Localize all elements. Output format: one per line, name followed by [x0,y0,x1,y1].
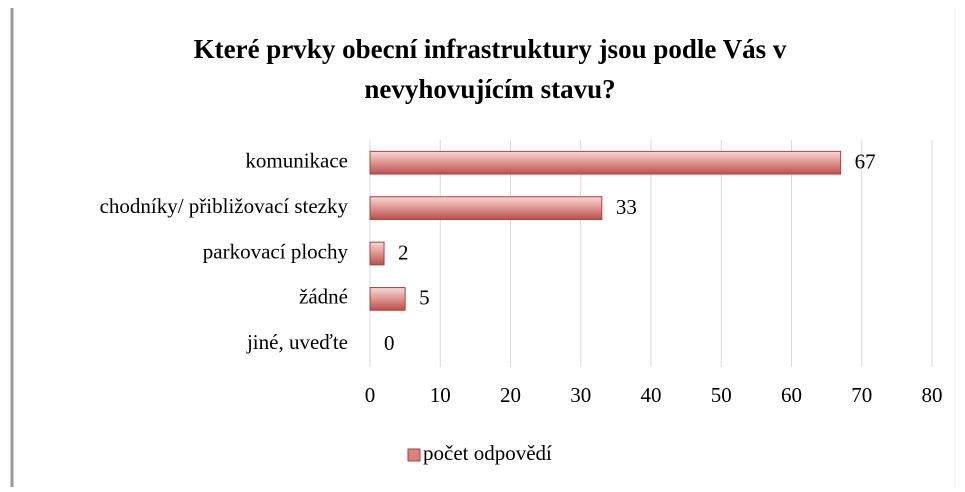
x-tick-label: 60 [781,383,802,407]
y-tick-label: parkovací plochy [203,239,349,263]
x-tick-label: 10 [430,383,451,407]
x-tick-label: 70 [851,383,872,407]
data-label: 67 [855,150,876,174]
y-tick-label: chodníky/ přibližovací stezky [100,194,349,218]
x-tick-label: 30 [570,383,591,407]
data-label: 33 [616,195,637,219]
x-tick-label: 20 [500,383,521,407]
data-label: 0 [384,331,395,355]
x-tick-label: 40 [641,383,662,407]
legend-label: počet odpovědí [423,441,552,465]
bar [369,287,406,311]
bar [369,196,603,220]
y-tick-label: žádné [299,285,348,309]
chart-title: nevyhovujícím stavu? [364,74,615,104]
bar [369,241,385,266]
data-label: 2 [398,240,409,264]
x-tick-label: 0 [365,383,376,407]
x-tick-label: 50 [711,383,732,407]
data-label: 5 [419,286,430,310]
x-tick-label: 80 [922,383,943,407]
y-tick-label: jiné, uveďte [246,330,348,354]
chart-title: Které prvky obecní infrastruktury jsou p… [194,34,787,64]
y-tick-label: komunikace [245,149,348,173]
bar [369,150,842,175]
legend-swatch [407,448,421,462]
